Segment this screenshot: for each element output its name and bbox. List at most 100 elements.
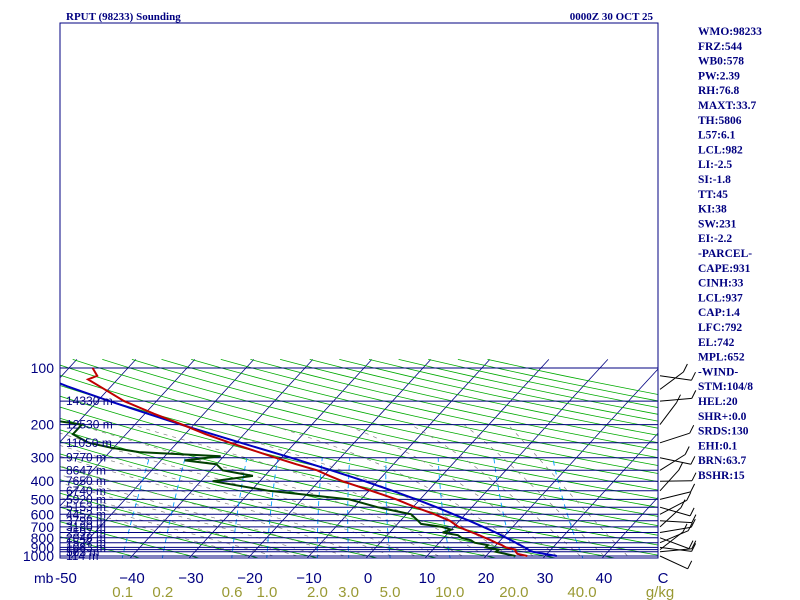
wind-barb (659, 526, 692, 533)
height-label: 1527 m (66, 536, 106, 550)
isobars (60, 367, 658, 557)
moist-adiabat (60, 465, 369, 557)
temperature-label: 20 (478, 570, 495, 587)
wind-barb-flag (687, 560, 693, 570)
height-label: 4452 m (66, 507, 106, 521)
wind-barb-flag (684, 446, 690, 455)
isotherm-line (129, 359, 314, 558)
sounding-index: MPL:652 (698, 352, 745, 364)
temperature-trace (85, 367, 528, 557)
pressure-label: 400 (31, 473, 55, 489)
dry-adiabat (60, 536, 142, 558)
sounding-index: L57:6.1 (698, 130, 736, 142)
wind-barb-flag (691, 540, 697, 549)
dry-adiabat (60, 453, 499, 558)
wind-barb (659, 454, 686, 471)
mixing-ratio-label: 40.0 (567, 584, 596, 600)
temperature-label: −10 (296, 570, 321, 587)
sounding-index: LCL:982 (698, 144, 743, 156)
wind-barb (659, 375, 692, 381)
mixing-ratio-label: 3.0 (338, 584, 359, 600)
dry-adiabat (60, 479, 380, 558)
sounding-index: TH:5806 (698, 115, 742, 127)
sounding-index: BSHR:15 (698, 470, 745, 482)
height-label: 7650 m (66, 474, 106, 488)
moist-adiabat (344, 424, 558, 557)
mixing-ratio-label: 10.0 (435, 584, 464, 600)
dry-adiabat (60, 466, 440, 558)
pressure-label: 200 (31, 417, 55, 433)
sounding-index: EI:-2.2 (698, 233, 732, 245)
temperature-label: 30 (537, 570, 554, 587)
temperature-label: −40 (119, 570, 144, 587)
pressure-label: 900 (31, 539, 55, 555)
chart-title: RPUT (98233) Sounding (66, 11, 181, 23)
profiles (60, 367, 557, 557)
sounding-index: WMO:98233 (698, 26, 762, 38)
temperature-label: -50 (55, 570, 77, 587)
sounding-index: STM:104/8 (698, 381, 753, 393)
sounding-index: KI:38 (698, 204, 727, 216)
dry-adiabat (60, 364, 658, 508)
wind-barb (659, 499, 688, 515)
mixing-ratio-label: 5.0 (380, 584, 401, 600)
wind-barb (659, 530, 689, 544)
wind-barb-flag (691, 390, 697, 399)
sounding-index: -WIND- (698, 366, 738, 378)
wind-barb (659, 469, 680, 492)
mixing-ratio-label: 0.2 (152, 584, 173, 600)
temperature-label: 10 (419, 570, 436, 587)
sounding-index: WB0:578 (698, 56, 744, 68)
wind-barb-flag (678, 461, 684, 471)
isotherm-line (0, 359, 18, 560)
pressure-label: 500 (31, 491, 55, 507)
moist-adiabat (60, 474, 345, 557)
sounding-index: RH:76.8 (698, 85, 739, 97)
dry-adiabat (60, 506, 261, 558)
height-label: 8647 m (66, 463, 106, 477)
sounding-index: PW:2.39 (698, 70, 740, 82)
height-label: 2048 m (66, 531, 106, 545)
sounding-index: CINH:33 (698, 278, 744, 290)
temperature-label: −20 (237, 570, 262, 587)
wind-barb-flag (688, 540, 694, 549)
wind-barb (659, 548, 692, 553)
wind-barb-flag (686, 492, 692, 501)
sounding-index: MAXT:33.7 (698, 100, 756, 112)
sounding-index: SW:231 (698, 218, 737, 230)
temperature-label: 0 (364, 570, 372, 587)
wind-barb-flag (682, 363, 688, 373)
dry-adiabat (60, 492, 321, 558)
pressure-label: 1000 (23, 548, 54, 564)
dewpoint-trace (60, 420, 516, 557)
height-label: 1033 m (66, 540, 106, 554)
pressure-label: 700 (31, 519, 55, 535)
mixing-ratio-line (266, 457, 279, 558)
height-label: 563 m (66, 545, 99, 559)
wind-barb (659, 432, 690, 444)
mixing-ratio-unit: g/kg (646, 584, 674, 600)
height-label: 14330 m (66, 394, 113, 408)
sounding-index: LI:-2.5 (698, 159, 732, 171)
sounding-index: SHR+:0.0 (698, 411, 747, 423)
height-label: 2597 m (66, 526, 106, 540)
sounding-index: BRN:63.7 (698, 455, 746, 467)
height-label: 5153 m (66, 500, 106, 514)
pressure-label: 100 (31, 360, 55, 376)
chart-date: 0000Z 30 OCT 25 (570, 11, 654, 23)
wind-barb (659, 520, 692, 524)
height-label: 5920 m (66, 492, 106, 506)
moist-adiabat (60, 445, 416, 557)
pressure-label: 800 (31, 530, 55, 546)
wind-barb-flag (690, 483, 696, 493)
sounding-index: CAPE:931 (698, 263, 751, 275)
parcel-trace (60, 382, 557, 557)
height-label: 6740 m (66, 484, 106, 498)
wind-barb-flag (689, 424, 695, 434)
sounding-index: SI:-1.8 (698, 174, 731, 186)
wind-barb (659, 457, 692, 465)
moist-adiabat (463, 424, 605, 557)
moist-adiabat (195, 424, 510, 557)
